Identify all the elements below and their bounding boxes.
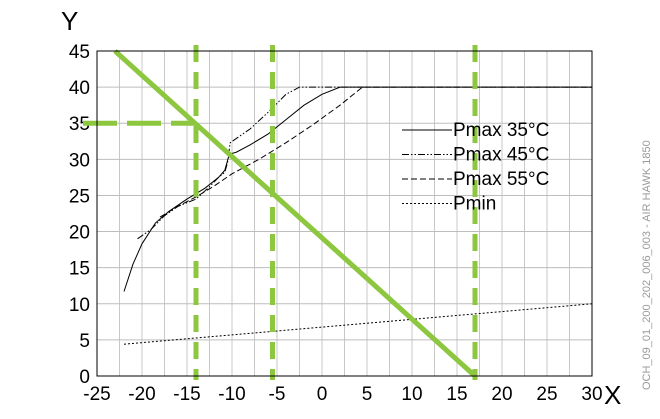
y-tick-label: 15 <box>69 259 90 280</box>
plot-frame <box>96 50 593 377</box>
series-line-pmax-55-c <box>159 86 592 218</box>
green-overlays <box>83 45 478 380</box>
x-tick-label: -10 <box>218 384 245 405</box>
y-tick-label: 10 <box>69 295 90 316</box>
legend: Pmax 35°C Pmax 45°C Pmax 55°C Pmin <box>402 120 549 215</box>
y-tick-label: 35 <box>69 114 90 135</box>
x-tick-label: -5 <box>269 384 286 405</box>
legend-label: Pmax 45°C <box>453 145 549 166</box>
legend-label: Pmax 55°C <box>453 169 549 190</box>
x-tick-label: 30 <box>581 384 602 405</box>
watermark: OCH_09_01_200_202_006_003 - AIR HAWK 185… <box>641 140 653 390</box>
x-tick-label: 15 <box>446 384 467 405</box>
y-tick-label: 40 <box>69 78 90 99</box>
x-tick-label: 25 <box>536 384 557 405</box>
y-tick-label: 25 <box>69 186 90 207</box>
x-tick-label: 10 <box>401 384 422 405</box>
green-diagonal-line <box>113 49 477 378</box>
y-tick-label: 30 <box>69 150 90 171</box>
x-tick-label: 5 <box>362 384 373 405</box>
x-tick-label: 20 <box>491 384 512 405</box>
x-tick-label: -20 <box>128 384 155 405</box>
y-tick-label: 5 <box>79 331 90 352</box>
legend-label: Pmin <box>453 194 496 215</box>
x-tick-labels: -25 -20 -15 -10 -5 0 5 10 15 20 25 30 <box>83 384 602 405</box>
y-tick-label: 0 <box>79 367 90 388</box>
x-tick-label: -15 <box>173 384 200 405</box>
y-tick-labels: 0 5 10 15 20 25 30 35 40 45 <box>69 42 90 388</box>
x-tick-label: 0 <box>317 384 328 405</box>
x-tick-label: -25 <box>83 384 110 405</box>
series-line-pmax-35-c <box>123 86 592 292</box>
legend-label: Pmax 35°C <box>453 120 549 141</box>
y-axis-label: Y <box>61 6 78 36</box>
y-tick-label: 45 <box>69 42 90 63</box>
y-tick-label: 20 <box>69 223 90 244</box>
series-line-pmax-45-c <box>137 86 592 240</box>
series-lines <box>123 86 593 345</box>
x-axis-label: X <box>604 380 621 410</box>
